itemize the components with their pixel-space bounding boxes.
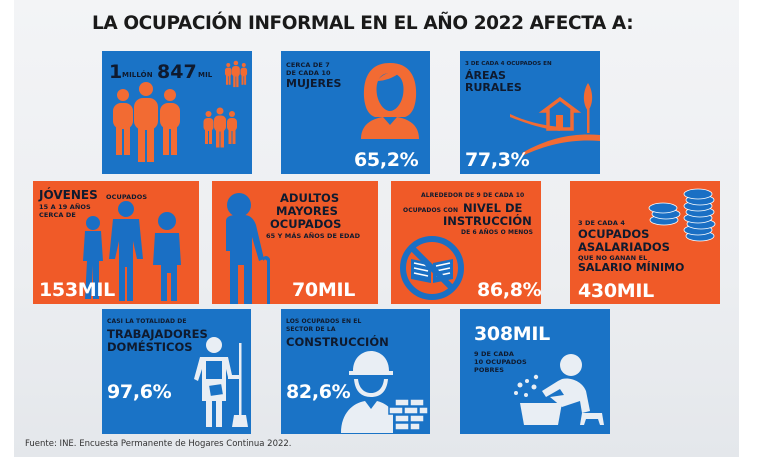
pobres-sub-2: 10 OCUPADOS [474,358,527,366]
total-unit-2: MIL [198,71,213,79]
adultos-sub: 65 Y MÁS AÑOS DE EDAD [266,232,361,240]
coin-stack-icon [648,188,716,242]
mujeres-label: MUJERES [286,77,342,90]
salario-sub: QUE NO GANAN EL [578,254,648,262]
card-ocupados-pobres: 308MIL 9 DE CADA 10 OCUPADOS POBRES [460,309,610,434]
adultos-label-2: MAYORES [276,204,338,218]
instruccion-pre-2: OCUPADOS CON [403,207,459,214]
total-unit-1: MILLÓN [122,71,153,79]
person-washing-icon [514,354,604,425]
instruccion-sub: DE 6 AÑOS O MENOS [461,229,534,236]
card-total-informal: 1 MILLÓN 847 MIL [102,51,252,174]
salario-label-1: OCUPADOS [578,227,650,241]
construccion-pre-1: LOS OCUPADOS EN EL [286,318,362,325]
young-people-icon [83,201,181,301]
salario-label-2: ASALARIADOS [578,240,670,254]
domesticos-label-2: DOMÉSTICOS [107,340,193,354]
card-adultos-mayores: ADULTOS MAYORES OCUPADOS 65 Y MÁS AÑOS D… [212,181,378,304]
total-number-1: 1 [109,61,123,83]
pobres-sub-3: POBRES [474,366,504,374]
card-trabajadores-domesticos: CASI LA TOTALIDAD DE TRABAJADORES DOMÉST… [102,309,251,434]
adultos-label-3: OCUPADOS [270,217,342,231]
adultos-label-1: ADULTOS [280,191,340,205]
instruccion-value: 86,8% [477,279,541,301]
jovenes-value: 153MIL [39,279,115,301]
adultos-value: 70MIL [292,279,356,301]
jovenes-sub-1: 15 A 19 AÑOS [39,203,91,211]
card-salario-minimo: 3 DE CADA 4 OCUPADOS ASALARIADOS QUE NO … [570,181,720,304]
mujeres-pre-1: CERCA DE 7 [286,61,330,69]
jovenes-post: OCUPADOS [106,193,148,201]
salario-value: 430MIL [578,280,654,302]
no-book-icon [400,236,464,300]
construccion-pre-2: SECTOR DE LA [286,326,336,333]
construccion-value: 82,6% [286,381,351,403]
jovenes-label: JÓVENES [39,188,98,202]
card-areas-rurales: 3 DE CADA 4 OCUPADOS EN ÁREAS RURALES 77… [460,51,600,174]
construction-worker-icon [341,351,429,433]
card-nivel-instruccion: ALREDEDOR DE 9 DE CADA 10 OCUPADOS CON N… [391,181,541,304]
pobres-sub-1: 9 DE CADA [474,350,515,358]
rurales-value: 77,3% [465,149,530,171]
source-note: Fuente: INE. Encuesta Permanente de Hoga… [25,439,292,449]
rural-house-icon [510,83,600,156]
construccion-label: CONSTRUCCIÓN [286,335,389,349]
mujeres-value: 65,2% [354,149,419,171]
page-title: LA OCUPACIÓN INFORMAL EN EL AÑO 2022 AFE… [92,13,634,34]
card-mujeres: CERCA DE 7 DE CADA 10 MUJERES 65,2% [281,51,430,174]
domesticos-value: 97,6% [107,381,172,403]
rurales-label-1: ÁREAS [465,69,506,82]
instruccion-label-2: INSTRUCCIÓN [443,214,532,228]
card-construccion: LOS OCUPADOS EN EL SECTOR DE LA CONSTRUC… [281,309,430,434]
rurales-label-2: RURALES [465,81,522,94]
salario-label-3: SALARIO MÍNIMO [578,261,685,274]
domestic-worker-icon [194,337,248,427]
instruccion-pre-1: ALREDEDOR DE 9 DE CADA 10 [421,192,525,199]
jovenes-sub-2: CERCA DE [39,211,76,219]
group-of-workers-icon [113,60,248,162]
rurales-pre: 3 DE CADA 4 OCUPADOS EN [465,61,552,67]
woman-icon [361,63,419,139]
salario-pre: 3 DE CADA 4 [578,219,625,227]
domesticos-pre: CASI LA TOTALIDAD DE [107,318,187,325]
instruccion-label-1: NIVEL DE [463,201,523,215]
elderly-person-icon [226,193,270,304]
mujeres-pre-2: DE CADA 10 [286,69,331,77]
card-jovenes: JÓVENES OCUPADOS 15 A 19 AÑOS CERCA DE 1… [33,181,199,304]
pobres-value: 308MIL [474,323,550,345]
total-number-2: 847 [157,61,197,83]
domesticos-label-1: TRABAJADORES [107,327,208,341]
